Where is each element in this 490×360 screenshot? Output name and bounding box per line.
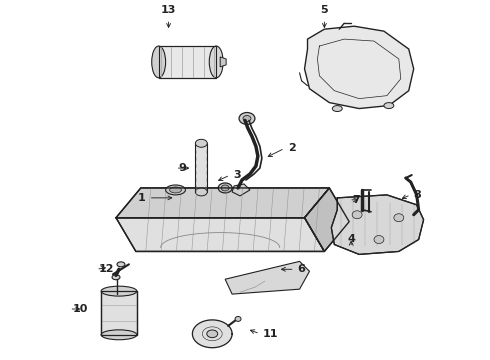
Text: 7: 7	[352, 195, 360, 205]
Ellipse shape	[374, 235, 384, 243]
Ellipse shape	[117, 262, 125, 267]
Ellipse shape	[394, 214, 404, 222]
Polygon shape	[116, 218, 324, 251]
Ellipse shape	[170, 187, 181, 193]
Ellipse shape	[218, 183, 232, 193]
Polygon shape	[159, 46, 216, 78]
Polygon shape	[225, 261, 310, 294]
Text: 13: 13	[161, 5, 176, 15]
Ellipse shape	[384, 103, 394, 109]
Polygon shape	[101, 291, 137, 335]
Ellipse shape	[166, 185, 185, 195]
Ellipse shape	[196, 188, 207, 196]
Polygon shape	[232, 184, 250, 196]
Text: 8: 8	[414, 190, 421, 200]
Polygon shape	[331, 195, 424, 255]
Text: 4: 4	[347, 234, 355, 243]
Ellipse shape	[101, 286, 137, 296]
Ellipse shape	[209, 46, 223, 78]
Ellipse shape	[352, 211, 362, 219]
Polygon shape	[193, 320, 232, 348]
Polygon shape	[220, 57, 226, 67]
Ellipse shape	[152, 46, 166, 78]
Text: 10: 10	[73, 304, 88, 314]
Ellipse shape	[221, 185, 229, 191]
Text: 5: 5	[320, 5, 328, 15]
Ellipse shape	[101, 330, 137, 340]
Text: 11: 11	[263, 329, 278, 339]
Ellipse shape	[196, 139, 207, 147]
Ellipse shape	[112, 275, 120, 280]
Text: 6: 6	[297, 264, 305, 274]
Text: 2: 2	[288, 143, 295, 153]
Ellipse shape	[332, 105, 342, 112]
Ellipse shape	[207, 330, 218, 338]
Polygon shape	[305, 26, 414, 109]
Text: 12: 12	[99, 264, 115, 274]
Polygon shape	[305, 188, 349, 251]
Ellipse shape	[239, 113, 255, 125]
Text: 9: 9	[178, 163, 186, 173]
Text: 3: 3	[233, 170, 241, 180]
Text: 1: 1	[138, 193, 146, 203]
Ellipse shape	[243, 116, 251, 121]
Polygon shape	[196, 143, 207, 192]
Ellipse shape	[235, 316, 241, 321]
Polygon shape	[116, 188, 329, 218]
